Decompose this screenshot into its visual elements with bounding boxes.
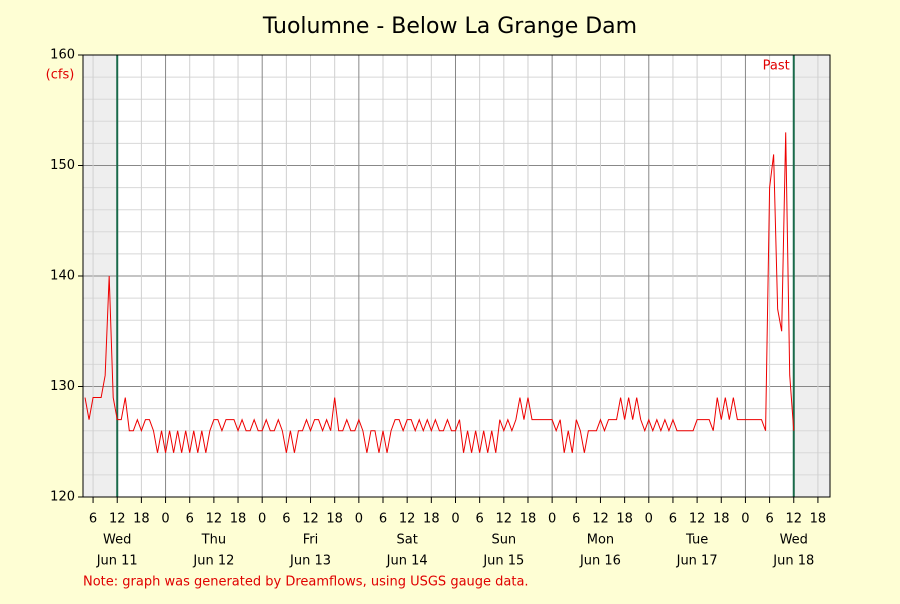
x-tick-label: 12 xyxy=(496,512,513,527)
x-tick-label: 12 xyxy=(399,512,416,527)
x-tick-label: 6 xyxy=(765,512,773,527)
data-line xyxy=(84,132,795,453)
date-label: Jun 13 xyxy=(289,554,331,569)
date-label: Jun 11 xyxy=(96,554,138,569)
x-tick-label: 0 xyxy=(355,512,363,527)
y-tick-label: 130 xyxy=(50,379,75,394)
x-tick-label: 12 xyxy=(206,512,223,527)
y-tick-label: 120 xyxy=(50,490,75,505)
weekday-label: Wed xyxy=(103,533,131,548)
x-tick-label: 18 xyxy=(133,512,150,527)
date-label: Jun 14 xyxy=(386,554,428,569)
weekday-label: Fri xyxy=(303,533,319,548)
date-label: Jun 18 xyxy=(772,554,814,569)
date-label: Jun 12 xyxy=(192,554,234,569)
x-tick-label: 6 xyxy=(476,512,484,527)
weekday-label: Wed xyxy=(780,533,808,548)
y-tick-label: 160 xyxy=(50,48,75,63)
y-unit: (cfs) xyxy=(46,68,75,83)
x-tick-label: 0 xyxy=(645,512,653,527)
note: Note: graph was generated by Dreamflows,… xyxy=(83,575,529,590)
x-tick-label: 12 xyxy=(592,512,609,527)
marker-label: Past xyxy=(763,59,790,74)
x-tick-label: 6 xyxy=(89,512,97,527)
weekday-label: Tue xyxy=(685,533,708,548)
x-tick-label: 0 xyxy=(741,512,749,527)
weekday-label: Sun xyxy=(491,533,516,548)
x-tick-label: 12 xyxy=(302,512,319,527)
x-tick-label: 18 xyxy=(616,512,633,527)
x-tick-label: 12 xyxy=(785,512,802,527)
x-tick-label: 6 xyxy=(379,512,387,527)
x-tick-label: 18 xyxy=(423,512,440,527)
x-tick-label: 6 xyxy=(186,512,194,527)
y-tick-label: 140 xyxy=(50,269,75,284)
x-tick-label: 0 xyxy=(451,512,459,527)
x-tick-label: 6 xyxy=(282,512,290,527)
y-tick-label: 150 xyxy=(50,158,75,173)
date-label: Jun 16 xyxy=(579,554,621,569)
weekday-label: Mon xyxy=(587,533,614,548)
x-tick-label: 12 xyxy=(109,512,126,527)
x-tick-label: 18 xyxy=(810,512,827,527)
x-tick-label: 18 xyxy=(230,512,247,527)
x-tick-label: 0 xyxy=(258,512,266,527)
x-tick-label: 18 xyxy=(520,512,537,527)
chart-title: Tuolumne - Below La Grange Dam xyxy=(262,14,637,39)
x-tick-label: 6 xyxy=(572,512,580,527)
weekday-label: Thu xyxy=(201,533,226,548)
x-tick-label: 18 xyxy=(713,512,730,527)
x-tick-label: 18 xyxy=(326,512,343,527)
x-tick-label: 12 xyxy=(689,512,706,527)
plot-border xyxy=(82,54,831,498)
weekday-label: Sat xyxy=(397,533,418,548)
x-tick-label: 6 xyxy=(669,512,677,527)
x-tick-label: 0 xyxy=(161,512,169,527)
date-label: Jun 15 xyxy=(482,554,524,569)
x-tick-label: 0 xyxy=(548,512,556,527)
date-label: Jun 17 xyxy=(676,554,718,569)
